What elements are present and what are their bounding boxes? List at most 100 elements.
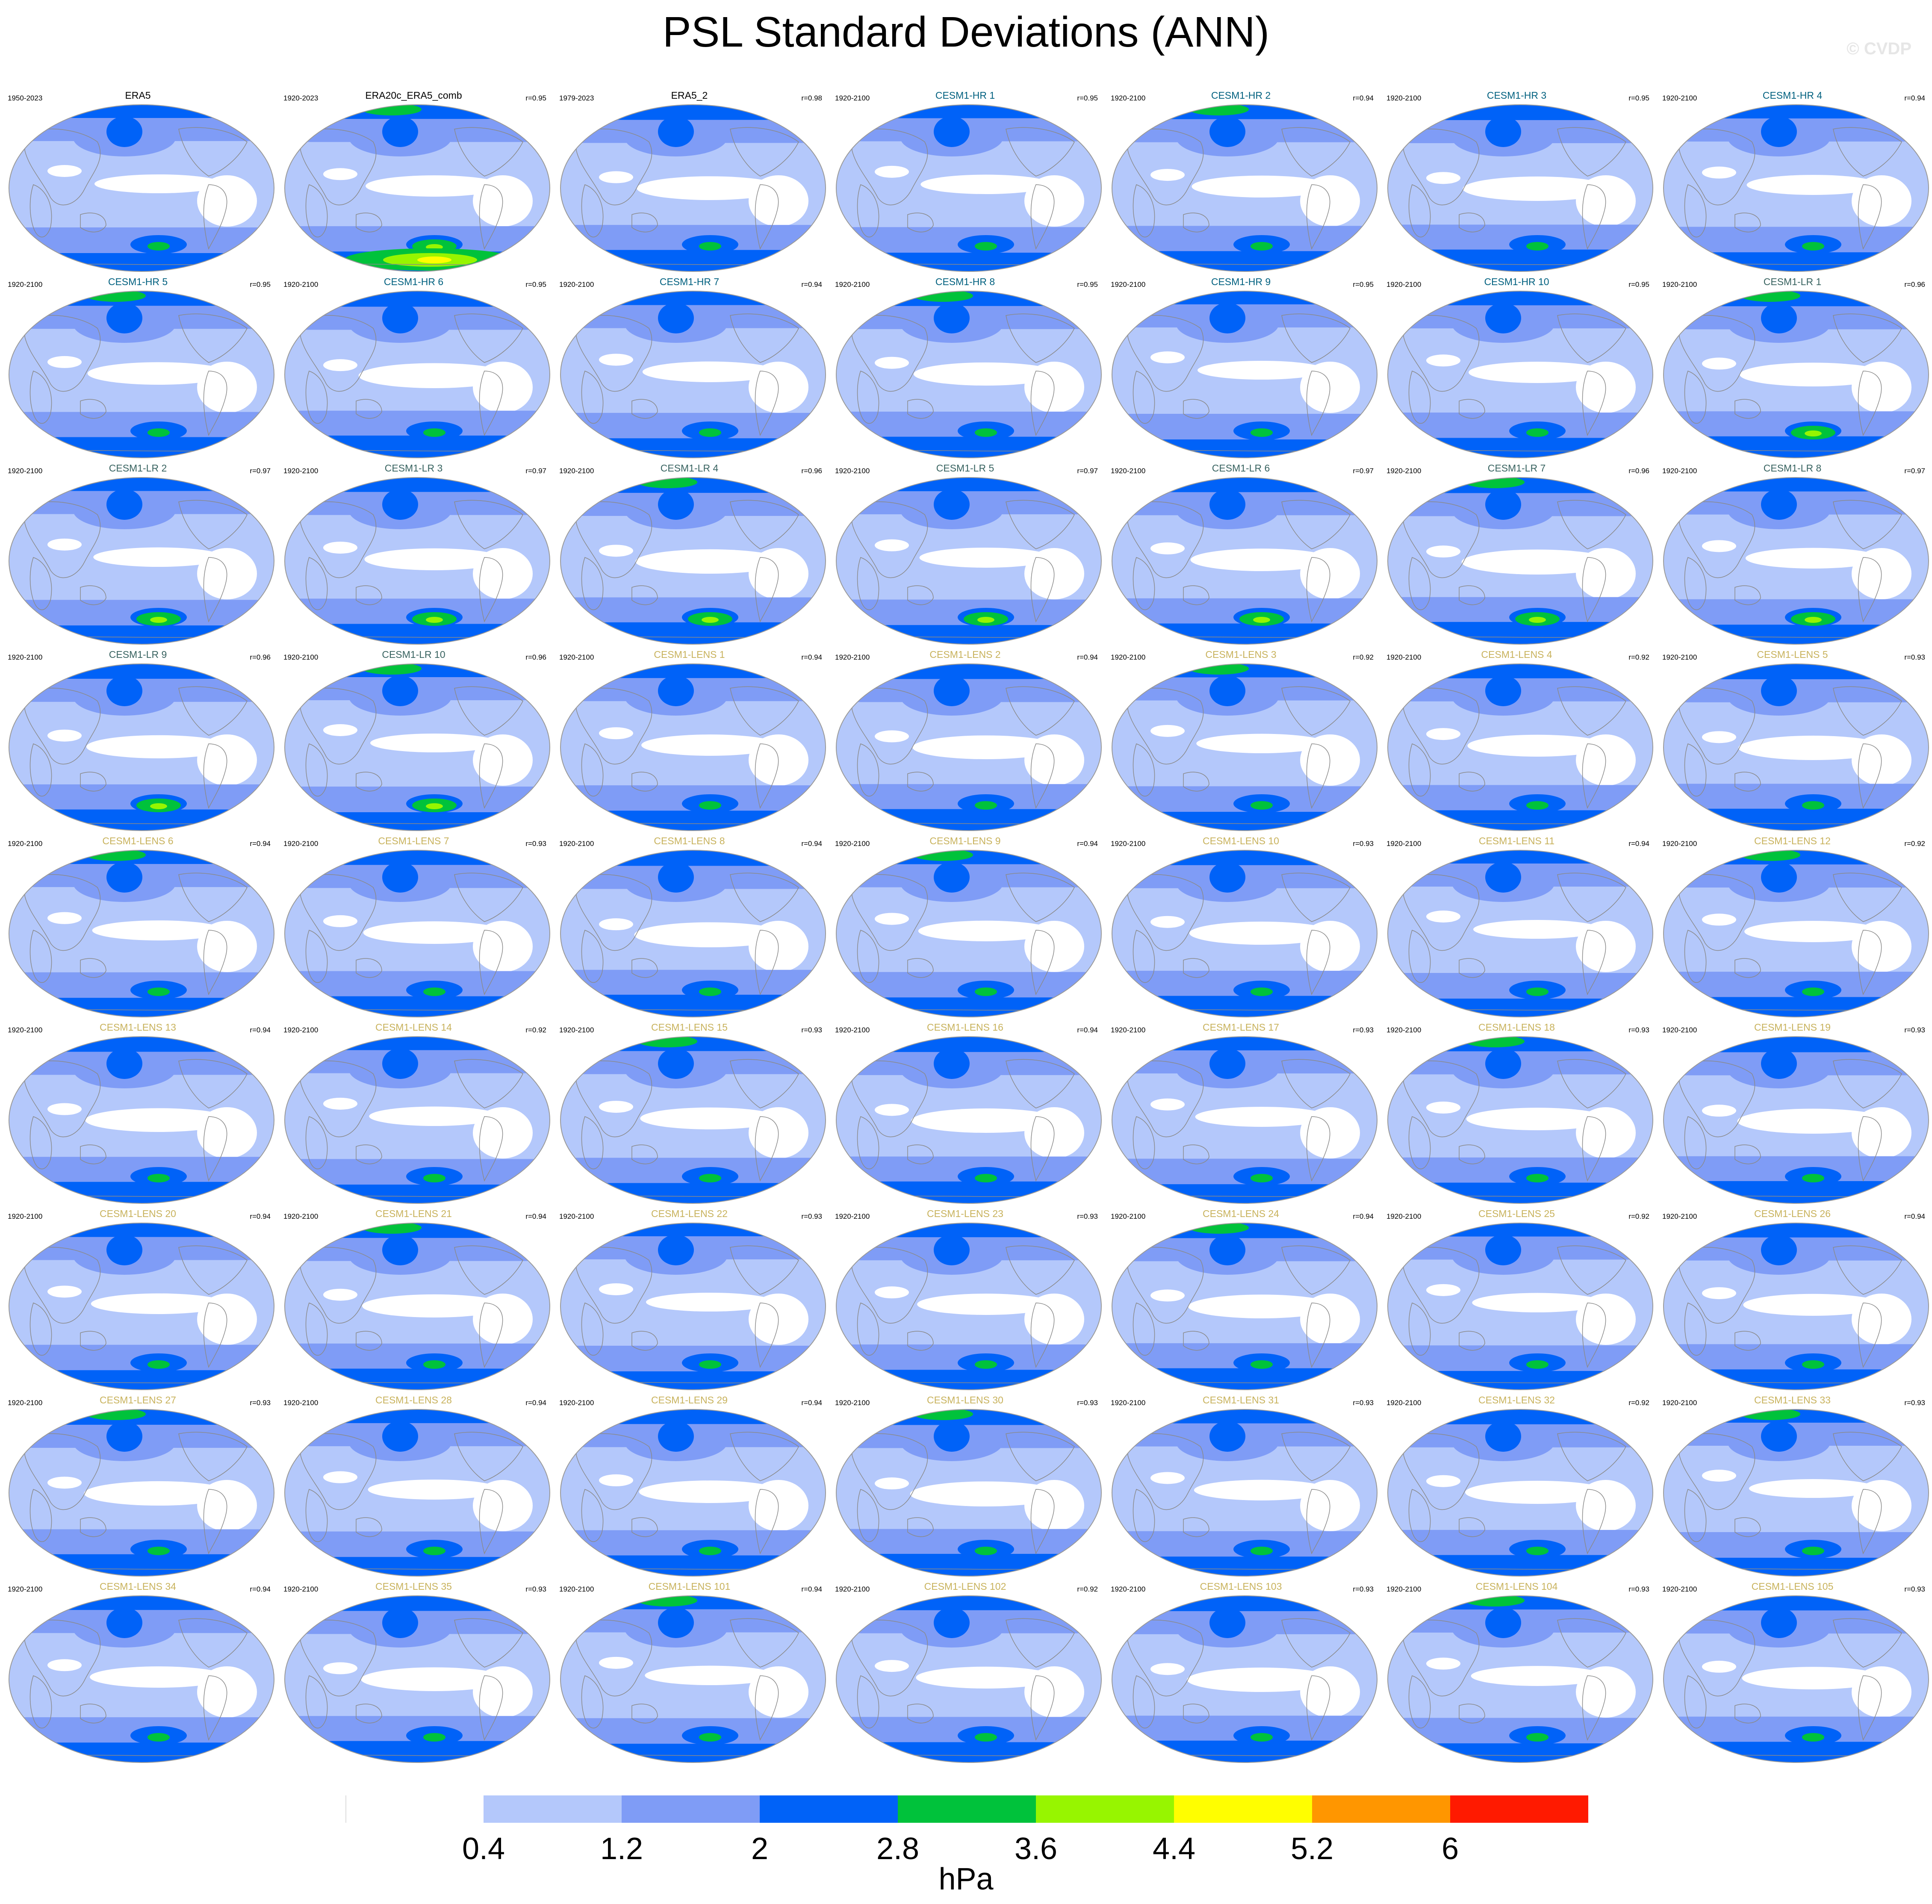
panel-pattern-correlation: r=0.96: [1904, 280, 1925, 289]
coastline-africa: [1408, 1116, 1431, 1170]
panel-period: 1920-2100: [1662, 94, 1697, 102]
contour-fill-min: [362, 1294, 507, 1317]
watermark-logo: © CVDP: [1846, 39, 1911, 58]
contour-fill-high: [1388, 249, 1653, 271]
arctic-max: [1189, 664, 1249, 675]
southern-ocean-max: [1251, 987, 1273, 996]
coastline-australia: [1459, 1144, 1485, 1164]
contour-fill-min: [84, 1481, 233, 1506]
coastline-south-america: [755, 371, 779, 436]
coastline-south-america: [203, 930, 227, 996]
coastline-africa: [857, 371, 879, 424]
coastline-australia: [1734, 1704, 1761, 1724]
colorbar-tick-label: 1.2: [600, 1832, 643, 1866]
panel-title: CESM1-LENS 2: [929, 649, 1001, 660]
contour-fill-min: [634, 922, 786, 947]
coastline-australia: [1734, 1144, 1761, 1164]
panel-period: 1920-2100: [8, 1585, 43, 1593]
coastline-south-america: [1858, 557, 1882, 623]
contour-fill-high: [285, 435, 550, 458]
contour-fill-high: [560, 664, 826, 678]
southern-ocean-max: [423, 1547, 445, 1555]
map-border: [1663, 1595, 1929, 1763]
contour-fill-min: [1426, 1101, 1460, 1114]
coastline-north-america: [1281, 1245, 1351, 1295]
aleutian-low-contour: [1209, 1048, 1245, 1079]
coastline-africa: [1133, 930, 1155, 983]
coastline-north-america: [730, 1618, 799, 1668]
panel-title: CESM1-LENS 32: [1478, 1394, 1555, 1406]
map-border: [284, 663, 550, 831]
contour-fill-high: [836, 1742, 1101, 1763]
coastline-north-america: [178, 1245, 248, 1295]
panel-pattern-correlation: r=0.94: [801, 280, 822, 289]
map-panel: 1920-2100 r=0.97 CESM1-LR 8: [1655, 461, 1930, 647]
panel-period: 1920-2100: [835, 1399, 870, 1407]
contour-fill-high: [1112, 251, 1377, 271]
panel-title: CESM1-LENS 24: [1203, 1208, 1279, 1219]
map-border: [1663, 1036, 1929, 1204]
panel-pattern-correlation: r=0.93: [1077, 1212, 1098, 1220]
robinson-map: [1387, 663, 1653, 831]
map-panel: 1920-2100 r=0.93 CESM1-LENS 105: [1655, 1579, 1930, 1765]
coastline-africa: [857, 1116, 879, 1170]
coastline-australia: [1459, 1517, 1485, 1537]
aleutian-low-contour: [106, 1607, 142, 1638]
coastline-africa: [1408, 930, 1431, 983]
coastline-north-america: [1557, 1059, 1626, 1108]
panel-pattern-correlation: r=0.92: [1628, 653, 1649, 661]
map-panel: 1920-2100 r=0.93 CESM1-LENS 17: [1103, 1020, 1379, 1206]
map-border: [1387, 850, 1653, 1017]
coastline-eurasia: [1403, 315, 1480, 392]
aleutian-low-contour: [658, 1421, 694, 1452]
robinson-map: [560, 291, 826, 458]
contour-fill-high: [1664, 997, 1929, 1017]
panel-pattern-correlation: r=0.95: [250, 280, 271, 289]
southern-ocean-peak: [702, 617, 719, 623]
map-panel: 1920-2100 r=0.94 CESM1-LENS 8: [552, 834, 827, 1020]
contour-fill-min: [1461, 549, 1613, 575]
contour-fill-high: [560, 105, 826, 120]
coastline-africa: [581, 557, 604, 610]
map-border: [1663, 850, 1929, 1017]
map-border: [836, 850, 1102, 1017]
southern-ocean-max: [423, 428, 445, 437]
contour-fill-min: [1745, 548, 1881, 569]
contour-fill-min: [875, 539, 909, 551]
coastline-north-america: [1006, 686, 1075, 736]
map-border: [1663, 477, 1929, 645]
map-panel: 1920-2100 r=0.94 CESM1-HR 4: [1655, 88, 1930, 274]
contour-fill-min: [599, 1656, 633, 1669]
contour-fill-high: [285, 1368, 550, 1390]
contour-fill-min: [1467, 734, 1608, 757]
coastline-north-america: [454, 313, 523, 363]
contour-fill-min: [645, 1665, 776, 1685]
contour-fill-min: [599, 354, 633, 366]
southern-ocean-max: [1526, 801, 1549, 810]
southern-ocean-max: [699, 801, 721, 810]
colorbar-swatch: [345, 1795, 484, 1823]
coastline-south-america: [479, 1303, 503, 1368]
aleutian-low-contour: [382, 1235, 418, 1265]
map-panel: 1920-2100 r=0.96 CESM1-LR 7: [1379, 461, 1655, 647]
map-border: [9, 477, 274, 645]
robinson-map: [1112, 1409, 1377, 1577]
coastline-south-america: [1030, 930, 1055, 996]
aleutian-low-contour: [382, 675, 418, 706]
coastline-north-america: [730, 500, 799, 549]
panel-title: CESM1-LR 8: [1763, 463, 1822, 474]
contour-fill-high: [836, 1596, 1101, 1610]
southern-ocean-max: [147, 242, 170, 251]
coastline-south-america: [203, 1675, 227, 1741]
panel-period: 1920-2100: [283, 1212, 319, 1220]
contour-fill-high: [560, 1744, 826, 1763]
contour-fill-min: [47, 356, 82, 368]
contour-fill-high: [836, 477, 1101, 492]
contour-fill-min: [635, 549, 785, 574]
contour-fill-min: [86, 735, 231, 758]
coastline-south-america: [203, 1489, 227, 1555]
coastline-africa: [857, 1489, 879, 1542]
map-border: [9, 291, 274, 458]
coastline-africa: [581, 1675, 604, 1729]
contour-fill-min: [875, 1286, 909, 1299]
